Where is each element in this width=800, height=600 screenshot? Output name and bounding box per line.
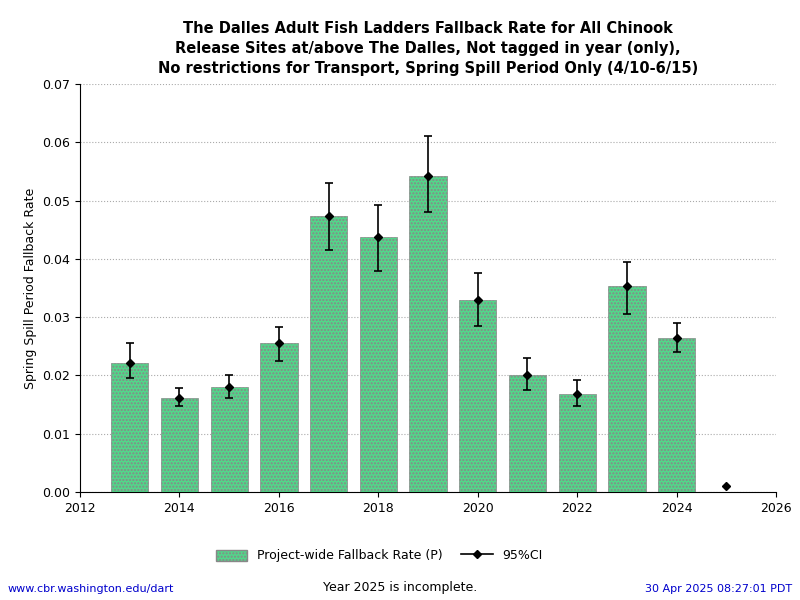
Bar [360,237,397,492]
Bar [608,286,646,492]
Bar [658,338,695,492]
Bar [210,386,248,492]
Bar [310,217,347,492]
Bar [161,398,198,492]
Bar [459,300,496,492]
Text: Year 2025 is incomplete.: Year 2025 is incomplete. [323,581,477,594]
Bar [260,343,298,492]
Text: 30 Apr 2025 08:27:01 PDT: 30 Apr 2025 08:27:01 PDT [645,584,792,594]
Y-axis label: Spring Spill Period Fallback Rate: Spring Spill Period Fallback Rate [24,187,37,389]
Bar [111,362,148,492]
Bar [509,375,546,492]
Text: www.cbr.washington.edu/dart: www.cbr.washington.edu/dart [8,584,174,594]
Legend: Project-wide Fallback Rate (P), 95%CI: Project-wide Fallback Rate (P), 95%CI [210,543,549,569]
Bar [410,176,446,492]
Title: The Dalles Adult Fish Ladders Fallback Rate for All Chinook
Release Sites at/abo: The Dalles Adult Fish Ladders Fallback R… [158,21,698,76]
Bar [558,394,596,492]
